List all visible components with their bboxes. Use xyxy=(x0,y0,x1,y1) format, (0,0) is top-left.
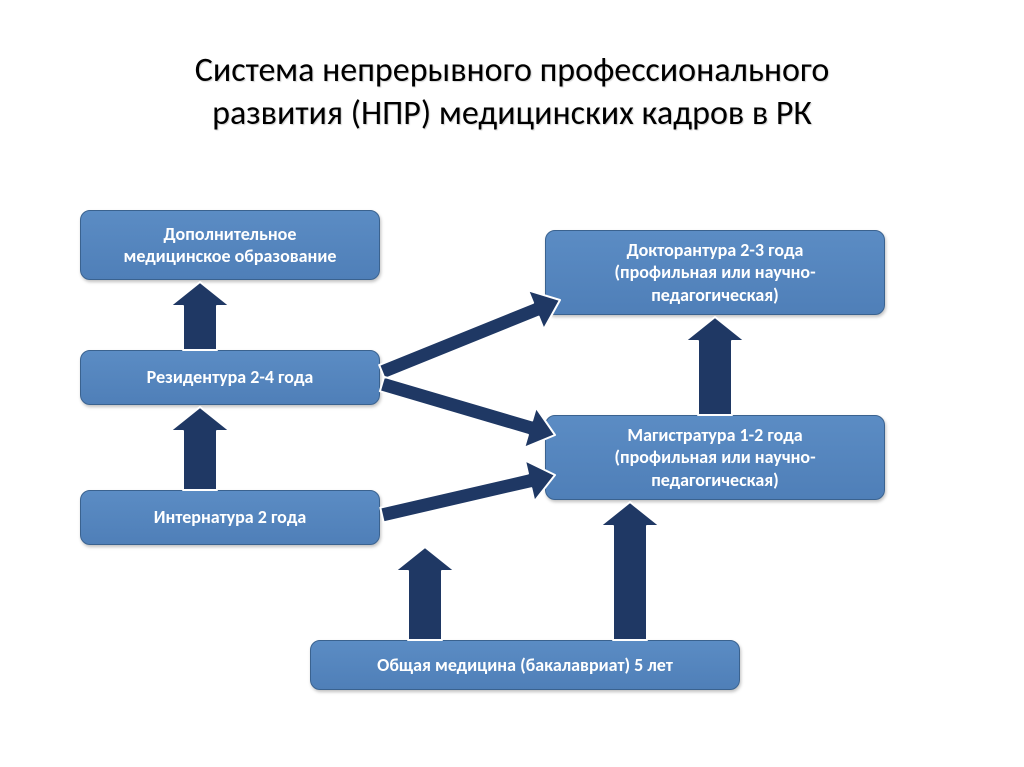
diag-arrow-icon xyxy=(379,290,560,379)
block-arrow-icon xyxy=(685,317,745,415)
node-label: Дополнительное медицинское образование xyxy=(124,223,337,268)
diag-arrow-icon xyxy=(380,460,555,522)
block-arrow-icon xyxy=(395,547,455,640)
node-bachelor: Общая медицина (бакалавриат) 5 лет xyxy=(310,640,740,690)
node-internship: Интернатура 2 года xyxy=(80,490,380,545)
node-additional: Дополнительное медицинское образование xyxy=(80,210,380,280)
block-arrow-icon xyxy=(600,502,660,640)
node-label: Общая медицина (бакалавриат) 5 лет xyxy=(377,654,673,677)
node-master: Магистратура 1-2 года (профильная или на… xyxy=(545,415,885,500)
node-label: Магистратура 1-2 года (профильная или на… xyxy=(614,424,815,492)
block-arrow-icon xyxy=(170,407,230,490)
slide-title: Система непрерывного профессионального р… xyxy=(0,50,1024,135)
node-residency: Резидентура 2-4 года xyxy=(80,350,380,405)
slide: Система непрерывного профессионального р… xyxy=(0,0,1024,767)
node-label: Интернатура 2 года xyxy=(154,506,306,529)
node-label: Резидентура 2-4 года xyxy=(147,366,314,389)
node-doctorate: Докторантура 2-3 года (профильная или на… xyxy=(545,230,885,315)
node-label: Докторантура 2-3 года (профильная или на… xyxy=(614,239,815,307)
block-arrow-icon xyxy=(170,282,230,350)
diag-arrow-icon xyxy=(380,377,555,448)
